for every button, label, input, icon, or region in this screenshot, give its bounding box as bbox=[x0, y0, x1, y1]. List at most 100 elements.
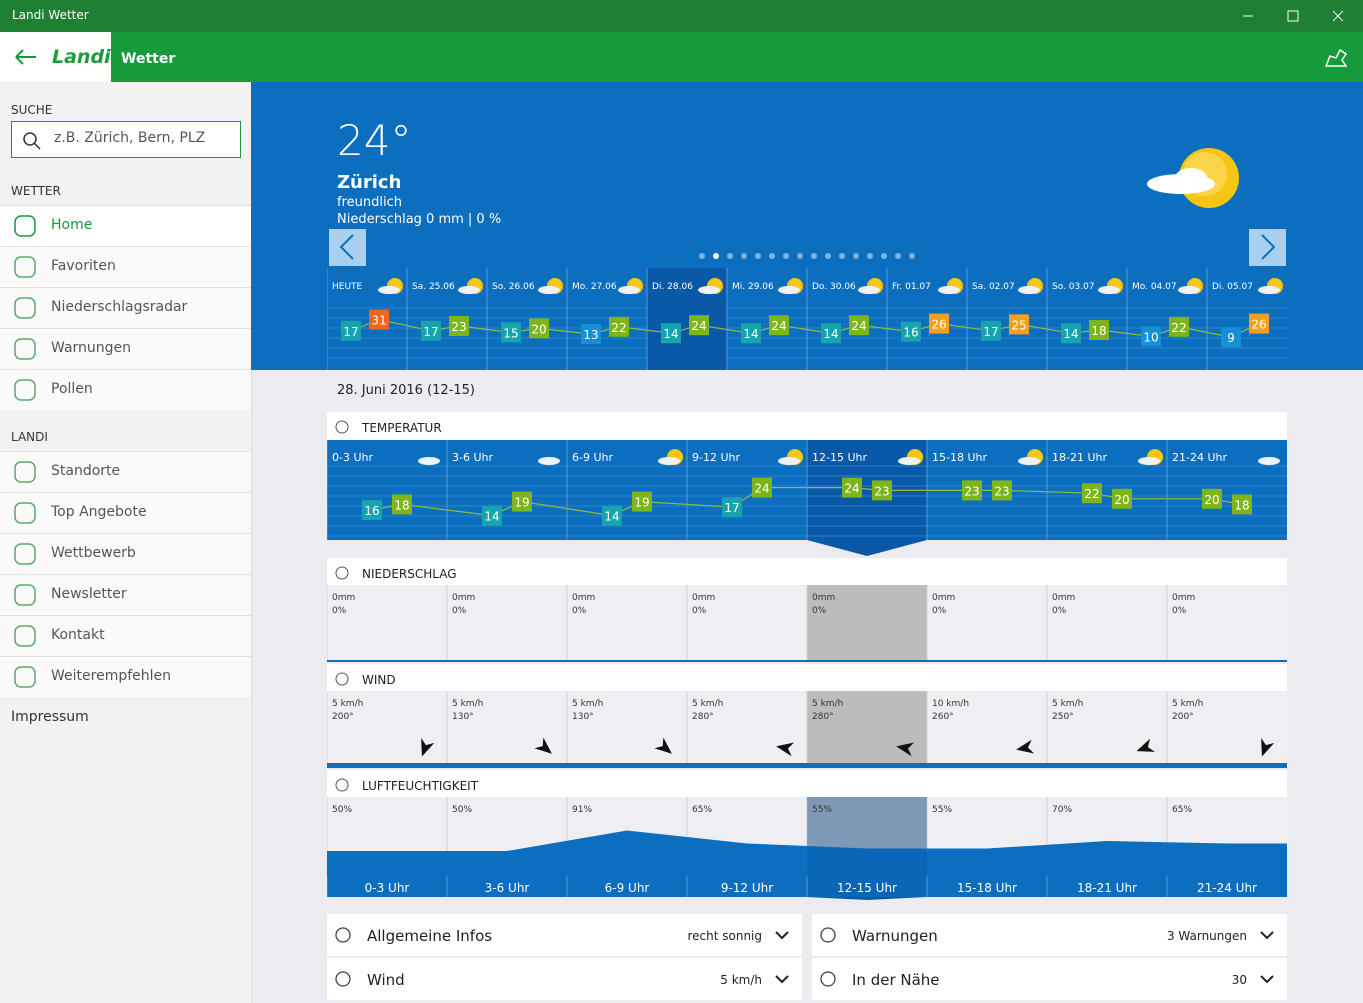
nav-icon bbox=[14, 666, 36, 688]
nav-item[interactable]: Niederschlagsradar bbox=[0, 287, 251, 328]
temp-box bbox=[1089, 320, 1109, 340]
humidity-area bbox=[327, 830, 1287, 876]
nav-item[interactable]: Newsletter bbox=[0, 574, 251, 615]
period-label: 9-12 Uhr bbox=[721, 881, 773, 895]
precip-probability: 0% bbox=[1052, 606, 1067, 616]
chevron bbox=[775, 931, 789, 940]
nav-item[interactable]: Weiterempfehlen bbox=[0, 656, 251, 697]
favorite-button[interactable] bbox=[1322, 46, 1350, 70]
temp-box bbox=[872, 480, 892, 501]
chevron bbox=[775, 975, 789, 984]
day-label: Sa. 25.06 bbox=[412, 282, 455, 292]
wind-speed: 5 km/h bbox=[1052, 699, 1083, 709]
maximize[interactable] bbox=[1287, 10, 1299, 22]
temp-box bbox=[369, 309, 389, 330]
period-label: 18-21 Uhr bbox=[1077, 881, 1137, 895]
search-label: SUCHE bbox=[11, 103, 53, 117]
day-strip: HEUTE 17 31 Sa. 25.06 17 23 So. 26.06 15 20 Mo. 2… bbox=[327, 268, 1287, 370]
nav-label: Wettbewerb bbox=[51, 545, 136, 561]
icon-shape bbox=[14, 256, 36, 278]
precip-amount: 0mm bbox=[1052, 593, 1075, 603]
cell bbox=[327, 691, 447, 768]
cell bbox=[447, 691, 567, 768]
nav-item[interactable]: Top Angebote bbox=[0, 492, 251, 533]
humidity-value: 55% bbox=[812, 805, 832, 815]
precip-amount: 0mm bbox=[692, 593, 715, 603]
wind-direction-label: 280° bbox=[812, 712, 834, 722]
info-row[interactable]: In der Nähe 30 bbox=[812, 958, 1287, 1000]
impressum-link[interactable]: Impressum bbox=[11, 709, 89, 725]
nav-item[interactable]: Pollen bbox=[0, 369, 251, 410]
temp-value: 14 bbox=[663, 327, 678, 341]
humidity-value: 50% bbox=[332, 805, 352, 815]
temp-value: 17 bbox=[724, 501, 739, 515]
temp-box bbox=[632, 491, 652, 512]
nav-item[interactable]: Standorte bbox=[0, 451, 251, 492]
window-controls[interactable] bbox=[1230, 0, 1363, 32]
prev-button[interactable] bbox=[329, 229, 366, 266]
wind-arrow bbox=[1016, 739, 1035, 754]
icon-shape bbox=[335, 971, 351, 987]
cloud bbox=[698, 286, 720, 294]
search-box[interactable]: z.B. Zürich, Bern, PLZ bbox=[11, 121, 241, 158]
nav-item[interactable]: Home bbox=[0, 205, 251, 246]
nav-icon bbox=[14, 379, 36, 401]
cloud bbox=[1018, 457, 1040, 465]
nav-item[interactable]: Wettbewerb bbox=[0, 533, 251, 574]
wind-arrow bbox=[1136, 738, 1155, 752]
precip-probability: 0% bbox=[452, 606, 467, 616]
temp-value: 9 bbox=[1227, 331, 1235, 345]
icon-shape bbox=[14, 666, 36, 688]
temp-box bbox=[512, 491, 532, 512]
precip-probability: 0% bbox=[692, 606, 707, 616]
temp-value: 20 bbox=[1114, 493, 1129, 507]
nav-label: Niederschlagsradar bbox=[51, 299, 188, 315]
nav-label: Newsletter bbox=[51, 586, 127, 602]
cloud bbox=[1018, 286, 1040, 294]
temp-value: 22 bbox=[1171, 321, 1186, 335]
page-title: Wetter bbox=[121, 51, 176, 67]
cloud bbox=[1258, 286, 1280, 294]
nav-item[interactable]: Kontakt bbox=[0, 615, 251, 656]
temp-box bbox=[362, 500, 382, 520]
page-dot bbox=[811, 253, 817, 259]
humidity-value: 65% bbox=[692, 805, 712, 815]
cloud bbox=[778, 457, 800, 465]
period-label: 3-6 Uhr bbox=[485, 881, 530, 895]
period-label: 15-18 Uhr bbox=[957, 881, 1017, 895]
info-row[interactable]: Wind 5 km/h bbox=[327, 958, 802, 1000]
wind-direction-label: 200° bbox=[1172, 712, 1194, 722]
temp-box bbox=[689, 315, 709, 336]
page-indicator bbox=[699, 253, 915, 259]
wind-speed: 5 km/h bbox=[332, 699, 363, 709]
temp-value: 19 bbox=[634, 496, 649, 510]
page-dot bbox=[741, 253, 747, 259]
section-header bbox=[327, 412, 1287, 440]
cell bbox=[687, 691, 807, 768]
next-button[interactable] bbox=[1249, 229, 1286, 266]
temp-value: 24 bbox=[851, 319, 866, 333]
temp-box bbox=[722, 497, 742, 518]
wind-direction-label: 250° bbox=[1052, 712, 1074, 722]
temp-box bbox=[602, 505, 622, 526]
temp-value: 13 bbox=[583, 328, 598, 342]
precip-amount: 0mm bbox=[332, 593, 355, 603]
back-button[interactable] bbox=[14, 48, 38, 66]
info-value: 30 bbox=[1231, 973, 1247, 987]
nav-item[interactable]: Warnungen bbox=[0, 328, 251, 369]
info-value: 5 km/h bbox=[720, 973, 762, 987]
info-row[interactable]: Warnungen 3 Warnungen bbox=[812, 914, 1287, 956]
chevron bbox=[1260, 975, 1274, 984]
page-dot bbox=[895, 253, 901, 259]
temp-box bbox=[341, 320, 361, 341]
nav-item[interactable]: Favoriten bbox=[0, 246, 251, 287]
detail-date: 28. Juni 2016 (12-15) bbox=[337, 383, 475, 398]
wind-speed: 5 km/h bbox=[572, 699, 603, 709]
close[interactable] bbox=[1332, 10, 1344, 22]
precip-amount: 0mm bbox=[812, 593, 835, 603]
page-dot bbox=[783, 253, 789, 259]
section-icon bbox=[335, 672, 349, 686]
icon-shape bbox=[14, 584, 36, 606]
info-row[interactable]: Allgemeine Infos recht sonnig bbox=[327, 914, 802, 956]
